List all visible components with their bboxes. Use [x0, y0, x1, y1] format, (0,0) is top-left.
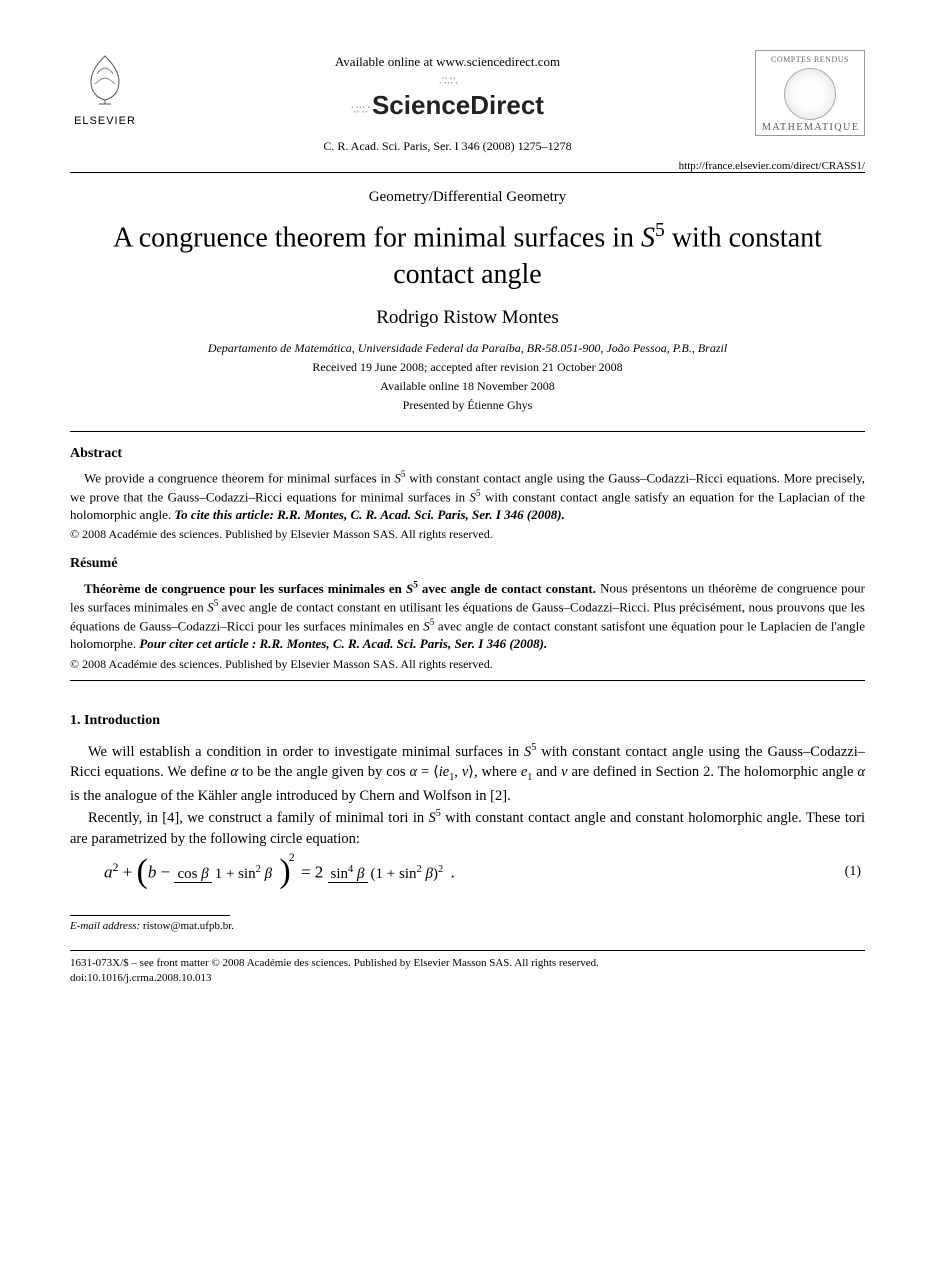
available-online-text: Available online at www.sciencedirect.co… [140, 54, 755, 70]
resume-heading: Résumé [70, 556, 865, 572]
footer-doi[interactable]: doi:10.1016/j.crma.2008.10.013 [70, 971, 865, 986]
intro-p2: Recently, in [4], we construct a family … [70, 807, 865, 850]
rule-before-abstract [70, 431, 865, 432]
author-name: Rodrigo Ristow Montes [70, 307, 865, 329]
journal-url[interactable]: http://france.elsevier.com/direct/CRASS1… [70, 160, 865, 172]
resume-copyright: © 2008 Académie des sciences. Published … [70, 657, 865, 672]
tree-icon [70, 50, 140, 113]
presented-by: Presented by Étienne Ghys [70, 398, 865, 413]
email-label: E-mail address: [70, 920, 140, 932]
elsevier-label: ELSEVIER [70, 115, 140, 127]
citation-line: C. R. Acad. Sci. Paris, Ser. I 346 (2008… [140, 139, 755, 154]
sciencedirect-wordmark: ScienceDirect [372, 90, 544, 120]
email-footnote: E-mail address: ristow@mat.ufpb.br. [70, 920, 865, 932]
footnote-rule [70, 915, 230, 916]
intro-body: We will establish a condition in order t… [70, 741, 865, 850]
resume-text: Théorème de congruence pour les surfaces… [70, 578, 865, 652]
equation-number: (1) [845, 864, 865, 880]
received-date: Received 19 June 2008; accepted after re… [70, 360, 865, 375]
journal-badge: COMPTES RENDUS MATHEMATIQUE [755, 50, 865, 136]
badge-top-label: COMPTES RENDUS [762, 55, 858, 64]
affiliation: Departamento de Matemática, Universidade… [70, 341, 865, 356]
online-date: Available online 18 November 2008 [70, 379, 865, 394]
rule-after-resume [70, 680, 865, 681]
badge-bottom-label: MATHEMATIQUE [762, 122, 858, 133]
paper-title: A congruence theorem for minimal surface… [70, 218, 865, 293]
abstract-copyright: © 2008 Académie des sciences. Published … [70, 527, 865, 542]
intro-p1: We will establish a condition in order t… [70, 741, 865, 807]
section-label: Geometry/Differential Geometry [70, 189, 865, 206]
intro-heading: 1. Introduction [70, 713, 865, 729]
footer-rule [70, 950, 865, 951]
badge-seal-icon [784, 68, 836, 120]
sciencedirect-logo: ∴∵∴∵∴∵ ScienceDirect [140, 72, 755, 121]
abstract-heading: Abstract [70, 446, 865, 462]
elsevier-logo: ELSEVIER [70, 50, 140, 127]
abstract-text: We provide a congruence theorem for mini… [70, 468, 865, 523]
equation-1: a2 + (b − cos β1 + sin2 β )2 = 2 sin4 β(… [104, 860, 865, 883]
rule-top [70, 172, 865, 173]
email-address[interactable]: ristow@mat.ufpb.br. [143, 920, 234, 932]
footer-line1: 1631-073X/$ – see front matter © 2008 Ac… [70, 956, 865, 971]
